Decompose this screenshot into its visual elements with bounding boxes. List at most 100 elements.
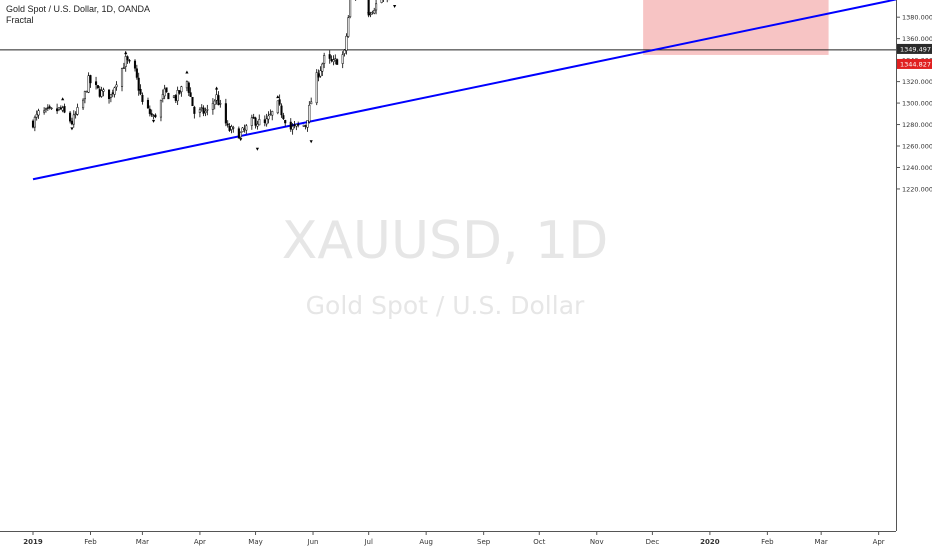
x-tick-label: 2019	[23, 538, 43, 546]
candle-down	[318, 74, 320, 78]
candle-up	[334, 59, 336, 60]
candle-up	[258, 119, 260, 125]
candle-up	[316, 73, 318, 103]
candle-up	[370, 14, 372, 15]
candle-up	[73, 115, 75, 124]
candle-up	[372, 12, 374, 13]
x-tick-label: Feb	[84, 538, 97, 546]
candle-down	[64, 106, 66, 112]
candle-down	[253, 117, 255, 118]
candle-up	[75, 114, 77, 115]
candle-up	[381, 0, 383, 3]
candle-up	[310, 102, 312, 104]
candle-up	[77, 107, 79, 114]
candle-up	[36, 114, 38, 117]
candle-down	[69, 113, 71, 121]
x-tick-label: Apr	[194, 538, 206, 546]
candle-up	[277, 101, 279, 113]
candle-up	[86, 91, 88, 92]
candle-up	[333, 60, 335, 62]
y-tick-label: 1280.000	[902, 121, 932, 129]
candle-up	[38, 111, 40, 115]
candle-up	[307, 120, 309, 127]
candle-up	[103, 90, 105, 92]
candle-up	[268, 116, 270, 119]
candle-up	[266, 119, 268, 124]
candle-up	[164, 89, 166, 96]
candle-up	[34, 117, 36, 127]
x-tick-label: Jun	[307, 538, 319, 546]
candle-up	[82, 100, 84, 108]
watermark-ticker: XAUUSD, 1D	[282, 211, 609, 271]
candle-down	[60, 108, 62, 109]
candle-up	[245, 126, 247, 130]
candle-down	[142, 95, 144, 101]
symbol-title[interactable]: Gold Spot / U.S. Dollar, 1D, OANDA	[6, 4, 150, 15]
candle-down	[140, 89, 142, 94]
candle-up	[181, 87, 183, 92]
candle-up	[212, 103, 214, 109]
candle-up	[114, 88, 116, 95]
x-tick-label: Aug	[419, 538, 433, 546]
x-tick-label: Feb	[761, 538, 774, 546]
x-tick-label: Dec	[646, 538, 660, 546]
candle-down	[123, 68, 125, 69]
candle-up	[43, 111, 45, 112]
candle-up	[344, 50, 346, 53]
watermark-name: Gold Spot / U.S. Dollar	[306, 291, 585, 320]
candle-down	[56, 109, 58, 111]
candle-up	[303, 125, 305, 126]
candle-up	[231, 127, 233, 130]
candle-down	[225, 104, 227, 124]
candle-up	[216, 95, 218, 101]
candle-down	[129, 60, 131, 61]
candle-down	[192, 97, 194, 106]
x-tick-label: Mar	[815, 538, 828, 546]
candle-down	[151, 114, 153, 115]
candle-up	[207, 109, 209, 110]
legend: Gold Spot / U.S. Dollar, 1D, OANDA Fract…	[6, 4, 150, 26]
candle-up	[173, 96, 175, 97]
candle-down	[108, 90, 110, 99]
candle-down	[155, 115, 157, 117]
candle-up	[251, 118, 253, 126]
candle-up	[186, 82, 188, 88]
x-tick-label: Apr	[873, 538, 885, 546]
candle-down	[90, 75, 92, 82]
candle-up	[101, 91, 103, 97]
candle-down	[190, 93, 192, 97]
candle-up	[240, 132, 242, 137]
candle-down	[99, 89, 101, 96]
candle-down	[194, 107, 196, 113]
candle-down	[71, 121, 73, 124]
candle-up	[205, 111, 207, 113]
x-tick-label: Mar	[136, 538, 149, 546]
indicator-label[interactable]: Fractal	[6, 15, 150, 26]
candle-down	[264, 120, 266, 123]
candle-up	[271, 111, 273, 115]
y-tick-label: 1260.000	[902, 143, 932, 151]
candle-up	[160, 100, 162, 117]
candle-down	[305, 126, 307, 127]
candle-up	[162, 94, 164, 98]
candle-up	[45, 108, 47, 110]
x-tick-label: Jul	[363, 538, 373, 546]
x-tick-label: Nov	[590, 538, 604, 546]
candle-up	[116, 85, 118, 87]
candle-down	[336, 60, 338, 65]
candle-up	[320, 71, 322, 76]
candle-up	[342, 55, 344, 64]
candle-down	[149, 109, 151, 114]
x-tick-label: May	[248, 538, 262, 546]
candle-down	[294, 125, 296, 126]
candle-up	[84, 91, 86, 99]
candle-up	[214, 101, 216, 105]
candle-down	[138, 78, 140, 90]
candle-down	[290, 122, 292, 129]
candle-up	[177, 90, 179, 101]
candle-down	[297, 125, 299, 126]
candle-down	[47, 108, 49, 109]
candle-up	[322, 64, 324, 71]
